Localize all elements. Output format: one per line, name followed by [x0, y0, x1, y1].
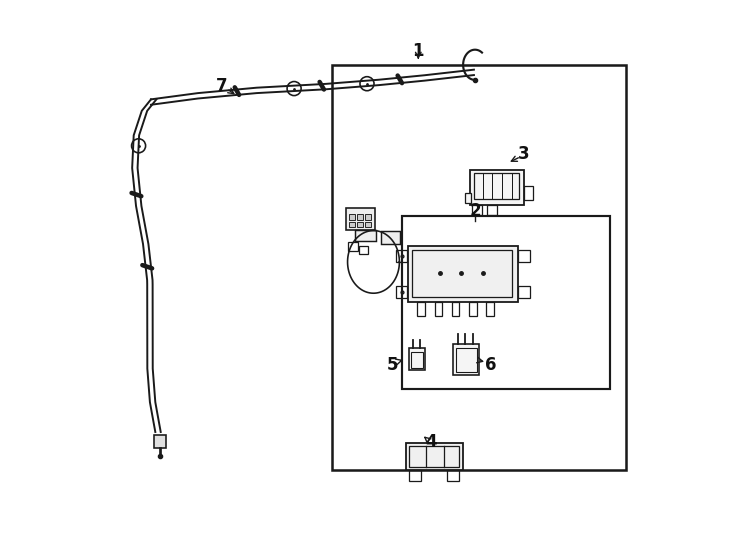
Bar	[349, 214, 355, 220]
Bar	[454, 344, 479, 375]
Bar	[348, 242, 357, 251]
Bar	[487, 205, 497, 215]
Bar	[409, 470, 421, 481]
Bar	[448, 470, 459, 481]
Bar	[396, 250, 407, 262]
Bar	[409, 446, 459, 467]
Bar	[487, 302, 494, 316]
Bar	[465, 193, 470, 202]
Bar	[153, 435, 166, 448]
Bar	[411, 352, 424, 368]
Bar	[349, 222, 355, 227]
Bar	[381, 231, 401, 244]
Text: 5: 5	[387, 355, 399, 374]
Bar	[366, 214, 371, 220]
Bar	[360, 246, 368, 254]
Bar	[346, 208, 374, 230]
Bar	[332, 65, 626, 470]
Text: 3: 3	[517, 145, 529, 163]
Bar	[523, 186, 534, 200]
Bar	[518, 286, 530, 298]
Bar	[409, 348, 425, 370]
Bar	[469, 302, 476, 316]
Bar	[452, 302, 459, 316]
Bar	[407, 246, 518, 302]
Bar	[474, 173, 519, 199]
Bar	[366, 222, 371, 227]
Text: 7: 7	[215, 77, 227, 96]
Text: 4: 4	[425, 433, 437, 451]
Bar	[406, 443, 462, 470]
Bar	[472, 205, 482, 215]
Text: 6: 6	[485, 355, 497, 374]
Bar	[417, 302, 425, 316]
Bar	[435, 302, 442, 316]
Bar	[357, 214, 363, 220]
Bar	[518, 250, 530, 262]
Text: 2: 2	[469, 201, 481, 220]
Bar	[456, 348, 477, 372]
Text: 1: 1	[413, 42, 424, 60]
Bar	[396, 286, 407, 298]
Bar	[402, 216, 610, 389]
Bar	[470, 170, 523, 205]
Bar	[412, 250, 512, 297]
Bar	[357, 222, 363, 227]
Bar	[355, 230, 376, 241]
